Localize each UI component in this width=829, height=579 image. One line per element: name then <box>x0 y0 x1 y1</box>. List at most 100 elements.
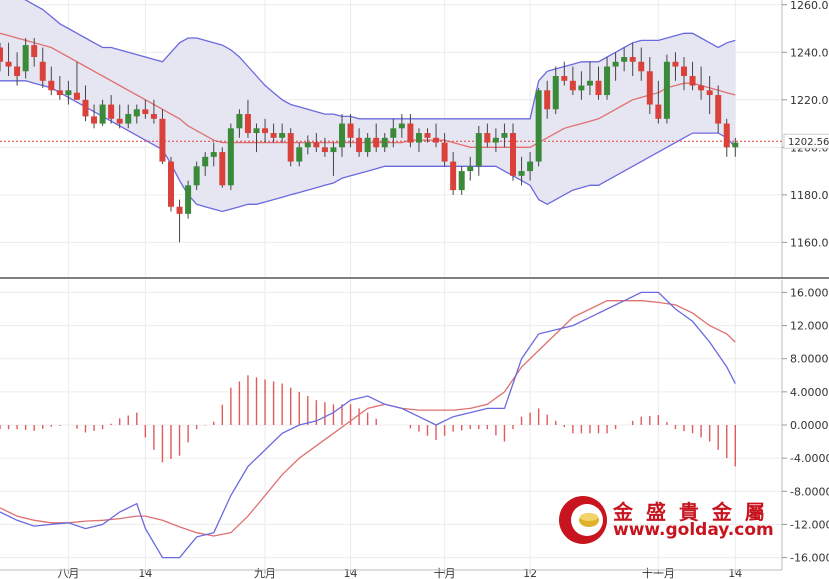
x-tick-label: 九月 <box>254 567 276 579</box>
candle-body <box>450 161 457 191</box>
macd-tick-label: 16.0000 <box>790 286 829 299</box>
candle-body <box>48 80 55 91</box>
macd-tick-label: -4.0000 <box>790 452 829 465</box>
candle-body <box>296 147 303 162</box>
price-tick-label: 1220.00 <box>790 94 829 107</box>
candle-body <box>244 114 251 134</box>
candle-body <box>663 61 670 119</box>
candle-body <box>492 137 499 143</box>
candle-body <box>125 114 132 124</box>
candlesticks <box>0 38 739 243</box>
candle-body <box>569 80 576 91</box>
candle-body <box>339 123 345 148</box>
candle-body <box>706 90 713 96</box>
candle-body <box>287 133 294 162</box>
candle-body <box>552 76 559 110</box>
candle-body <box>441 142 448 162</box>
candle-body <box>5 61 12 67</box>
candle-body <box>381 137 388 148</box>
macd-tick-label: 12.0000 <box>790 320 829 333</box>
macd-tick-label: -12.0000 <box>790 518 829 531</box>
candle-body <box>347 123 354 138</box>
macd-tick-label: 4.0000 <box>790 386 829 399</box>
x-tick-label: 十一月 <box>642 566 675 579</box>
candle-body <box>723 123 730 148</box>
candle-body <box>646 71 653 105</box>
candle-body <box>270 133 277 138</box>
candle-body <box>39 61 46 81</box>
candle-body <box>279 133 286 138</box>
x-tick-label: 十月 <box>434 566 456 579</box>
candle-body <box>31 45 38 58</box>
macd-tick-label: -16.0000 <box>790 552 829 565</box>
candle-body <box>672 61 679 67</box>
candle-body <box>467 166 474 172</box>
macd-panel: 16.0000 12.0000 8.0000 4.0000 0.0000 -4.0000 -… <box>0 280 829 570</box>
macd-dif-line <box>0 291 736 559</box>
candle-body <box>595 80 602 96</box>
candle-body <box>689 76 696 86</box>
candle-body <box>501 133 508 138</box>
macd-tick-label: 8.0000 <box>790 353 829 366</box>
bollinger-band-fill <box>0 0 736 212</box>
candle-body <box>732 142 739 148</box>
last-price-badge-box <box>783 133 829 149</box>
candle-body <box>304 142 311 148</box>
bollinger-upper-line <box>24 0 736 120</box>
candle-body <box>621 57 628 62</box>
macd-dea-line <box>0 300 736 537</box>
x-tick-label: 14 <box>344 567 358 579</box>
candle-body <box>133 109 140 117</box>
candle-body <box>176 206 183 214</box>
last-price-label: 1202.56 <box>788 137 829 148</box>
candle-body <box>715 95 722 124</box>
candle-body <box>227 128 234 186</box>
candle-body <box>407 123 414 143</box>
candle-body <box>56 90 63 96</box>
candle-body <box>356 137 363 153</box>
candle-body <box>510 133 516 176</box>
x-tick-label: 八月 <box>57 567 79 579</box>
candle-body <box>185 185 192 214</box>
candle-body <box>433 137 440 143</box>
candle-body <box>364 137 371 153</box>
x-tick-label: 12 <box>523 567 537 579</box>
candle-body <box>518 171 525 176</box>
candle-body <box>484 133 491 143</box>
candle-body <box>390 128 397 138</box>
candle-body <box>544 90 551 110</box>
candle-body <box>330 147 337 153</box>
candle-body <box>116 118 123 124</box>
macd-y-axis: 16.0000 12.0000 8.0000 4.0000 0.0000 -4.0000 -… <box>781 280 829 570</box>
candle-body <box>108 104 115 119</box>
price-panel: 1160.001180.001200.001220.001240.001260.… <box>0 0 829 278</box>
candle-body <box>604 66 611 96</box>
candle-body <box>586 80 593 86</box>
candle-body <box>373 137 380 148</box>
price-tick-label: 1260.00 <box>790 0 829 12</box>
candle-body <box>236 114 243 129</box>
candle-body <box>313 142 320 148</box>
candle-body <box>0 47 3 62</box>
price-tick-label: 1180.00 <box>790 189 829 202</box>
candle-body <box>159 118 166 162</box>
candle-body <box>73 92 80 100</box>
watermark: 金 盛 貴 金 屬 www.golday.com <box>557 492 774 548</box>
candle-body <box>219 152 226 186</box>
candle-body <box>629 57 636 62</box>
x-tick-label: 14 <box>138 567 152 579</box>
candle-body <box>475 133 482 167</box>
candle-body <box>612 61 619 67</box>
candle-body <box>655 104 662 119</box>
candle-body <box>99 104 106 124</box>
candle-body <box>202 156 209 167</box>
candle-body <box>638 61 645 72</box>
candle-body <box>262 128 269 134</box>
price-tick-label: 1160.00 <box>790 236 829 249</box>
candle-body <box>142 109 149 115</box>
candle-body <box>681 66 687 77</box>
candle-body <box>527 161 534 172</box>
candle-body <box>65 90 72 96</box>
candle-body <box>458 171 465 191</box>
